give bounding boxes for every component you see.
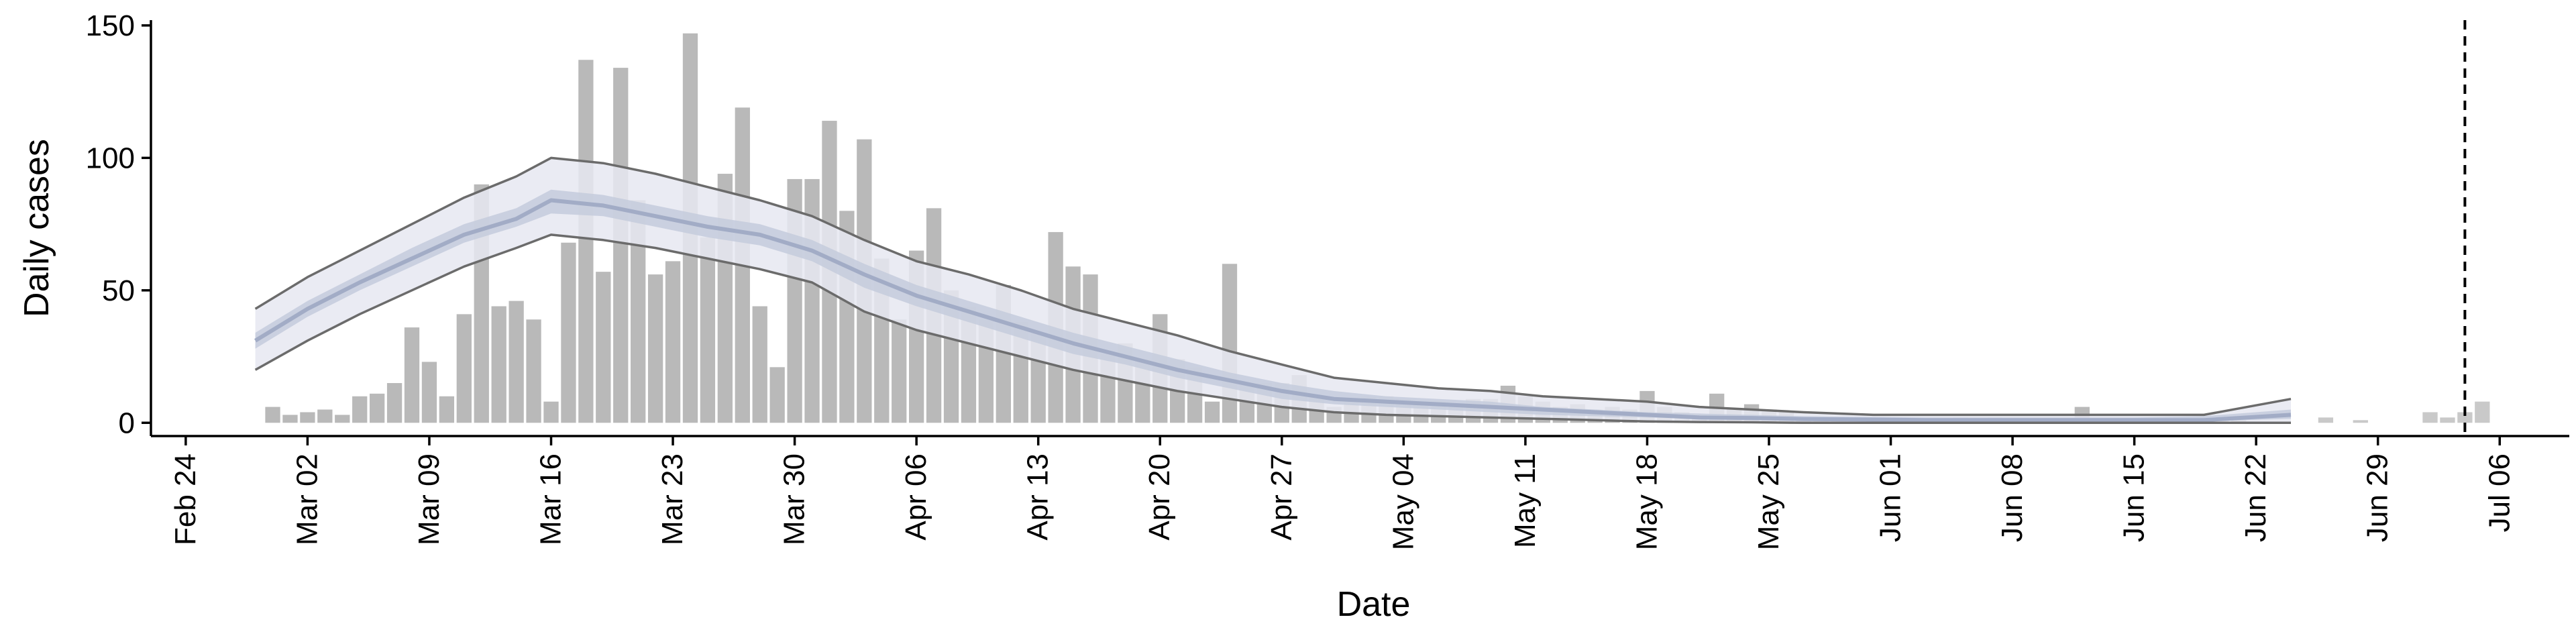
x-tick-label: Jul 06 [2483,453,2516,532]
case-bar [1204,401,1220,423]
case-bar [335,415,350,423]
axes [150,20,2569,437]
x-tick-label: May 11 [1509,453,1542,548]
x-tick-label: Jun 15 [2118,453,2151,542]
x-tick-label: Mar 09 [413,453,445,545]
case-bar [631,200,646,423]
case-bar [386,383,402,423]
y-tick-label: 100 [86,142,135,174]
estimate-bands [254,156,2292,425]
x-tick-label: Mar 30 [778,453,811,545]
case-bar-later [2440,417,2455,423]
case-bar [439,396,455,423]
x-tick-label: May 18 [1630,453,1663,550]
y-tick-label: 150 [86,9,135,42]
case-bar [892,319,907,423]
case-bar-later [2353,420,2368,423]
case-bar [491,306,506,423]
x-tick-label: Apr 20 [1143,453,1176,541]
x-tick-label: Apr 13 [1022,453,1055,541]
ticks: 0 50 100 150 Feb 24 Mar 02 Mar 09 Mar 16 Mar 23 M… [86,9,2516,550]
x-tick-label: Apr 06 [900,453,932,541]
case-bar [421,362,437,423]
case-bar [596,272,611,423]
case-bar [665,261,681,423]
upper-bound-line [254,156,2292,417]
case-bar-later [2422,412,2438,423]
case-bar [752,306,767,423]
case-bar [526,319,541,423]
y-tick-label: 50 [102,274,135,307]
case-bar-later [2475,401,2490,423]
case-bar [647,274,663,423]
case-bar [404,327,420,423]
case-bar-later [2457,412,2473,423]
x-tick-label: Feb 24 [169,453,202,545]
x-tick-label: May 25 [1752,453,1785,550]
lower-bound-line [254,233,2291,425]
x-tick-label: Mar 02 [290,453,323,545]
x-tick-label: Jun 08 [1996,453,2029,542]
case-bar [769,367,785,423]
x-tick-label: Jun 01 [1874,453,1907,542]
x-tick-label: May 04 [1387,453,1419,550]
case-bar [282,415,298,423]
case-bar [578,60,594,423]
case-bar [508,301,524,423]
x-tick-label: Jun 29 [2361,453,2394,542]
case-bar [543,401,559,423]
case-bar [700,237,716,423]
case-bar [613,68,629,423]
case-bar [370,393,385,423]
x-axis-label: Date [1337,585,1411,624]
case-bar-later [2318,417,2334,423]
x-tick-label: Apr 27 [1265,453,1298,541]
x-tick-label: Mar 23 [656,453,689,545]
case-bar [352,396,368,423]
x-tick-label: Mar 16 [535,453,568,545]
case-bar [561,242,576,423]
case-bar [265,407,280,423]
median-estimate-line [254,198,2292,423]
x-tick-label: Jun 22 [2239,453,2272,542]
outer-credible-band [255,158,2291,423]
case-bar [317,409,333,423]
case-bar [456,314,472,423]
y-tick-label: 0 [119,407,135,439]
case-bar [300,412,315,423]
y-axis-label: Daily cases [17,139,56,317]
